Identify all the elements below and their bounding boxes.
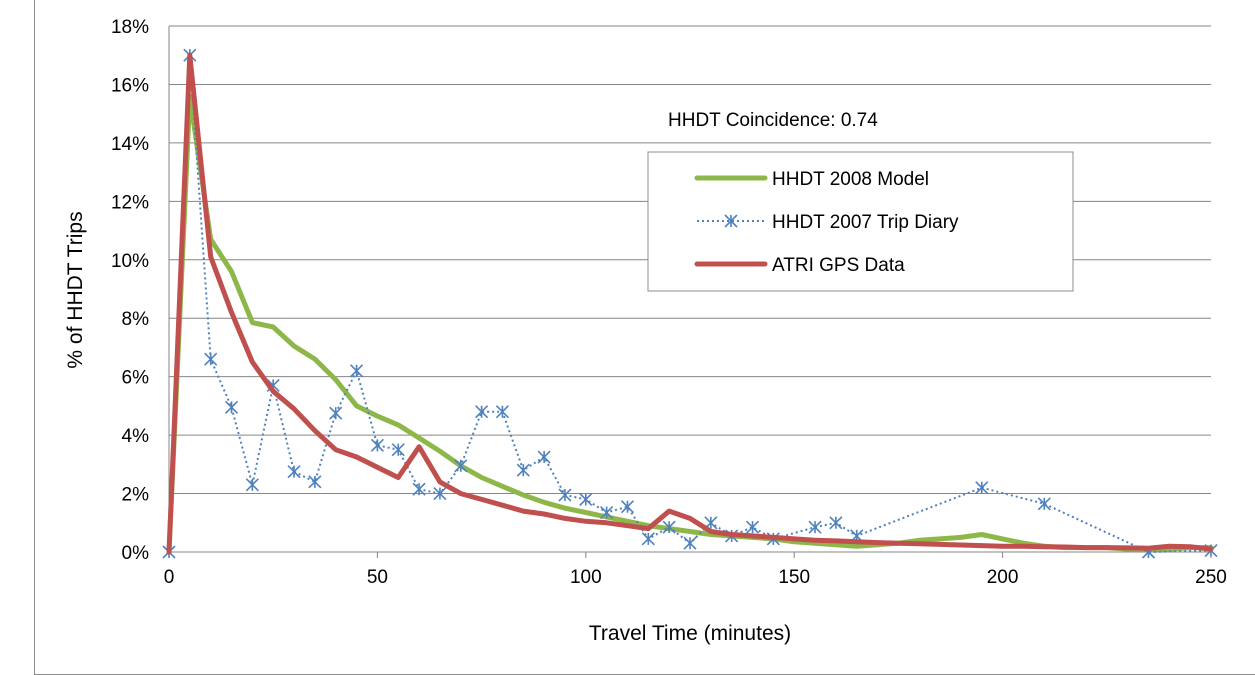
data-point-marker	[475, 405, 489, 419]
y-tick-label: 14%	[111, 134, 149, 155]
data-point-marker	[412, 482, 426, 496]
data-point-marker	[537, 450, 551, 464]
data-point-marker	[1037, 497, 1051, 511]
series-layer	[162, 48, 1218, 559]
data-point-marker	[329, 406, 343, 420]
x-tick-label: 50	[367, 567, 388, 588]
data-point-marker	[245, 478, 259, 492]
legend-marker	[724, 214, 738, 228]
legend-label-0: HHDT 2008 Model	[772, 169, 929, 190]
data-point-marker	[641, 532, 655, 546]
y-tick-label: 6%	[122, 368, 150, 389]
legend-label-2: ATRI GPS Data	[772, 255, 905, 276]
series-line-2	[166, 52, 1214, 555]
data-point-marker	[224, 400, 239, 414]
x-tick-label: 200	[987, 567, 1019, 588]
data-point-marker	[579, 492, 593, 506]
data-point-marker	[391, 443, 405, 457]
y-tick-label: 2%	[122, 485, 150, 506]
data-point-marker	[433, 486, 447, 501]
data-point-marker	[808, 520, 822, 534]
x-tick-label: 250	[1195, 567, 1227, 588]
data-point-marker	[308, 475, 322, 489]
data-point-marker	[600, 505, 614, 520]
data-point-marker	[287, 465, 301, 479]
data-point-marker	[558, 488, 572, 502]
data-point-marker	[975, 481, 989, 495]
gridlines	[168, 25, 1212, 558]
y-tick-labels: 0% 2% 4% 6% 8% 10% 12% 14% 16% 18%	[111, 17, 149, 564]
data-point-marker	[454, 459, 468, 473]
data-point-marker	[620, 500, 635, 514]
legend-items: HHDT 2008 Model HHDT 2007 Trip Diary ATRI …	[694, 169, 959, 276]
data-point-marker	[745, 520, 760, 534]
y-tick-label: 16%	[111, 75, 149, 96]
x-tick-label: 150	[778, 567, 810, 588]
x-axis-title: Travel Time (minutes)	[589, 622, 791, 645]
x-tick-label: 0	[164, 567, 175, 588]
data-point-marker	[662, 520, 676, 534]
data-point-marker	[683, 536, 697, 550]
x-tick-label: 100	[570, 567, 602, 588]
chart-frame	[34, 0, 1255, 675]
y-tick-label: 8%	[122, 309, 150, 330]
y-tick-label: 4%	[122, 426, 150, 447]
data-point-marker	[495, 405, 510, 419]
coincidence-annotation: HHDT Coincidence: 0.74	[668, 110, 878, 131]
data-point-marker	[349, 364, 364, 378]
data-point-marker	[516, 463, 530, 477]
data-point-marker	[829, 516, 843, 530]
y-tick-label: 0%	[122, 543, 150, 564]
legend-label-1: HHDT 2007 Trip Diary	[772, 212, 959, 233]
data-point-marker	[370, 438, 384, 452]
y-tick-label: 18%	[111, 17, 149, 38]
y-axis-title: % of HHDT Trips	[64, 211, 87, 368]
y-tick-label: 10%	[111, 251, 149, 272]
legend: HHDT 2008 Model HHDT 2007 Trip Diary ATRI …	[647, 151, 1074, 292]
x-tick-labels: 0 50 100 150 200 250	[164, 567, 1227, 588]
data-point-marker	[204, 352, 218, 366]
y-tick-label: 12%	[111, 192, 149, 213]
